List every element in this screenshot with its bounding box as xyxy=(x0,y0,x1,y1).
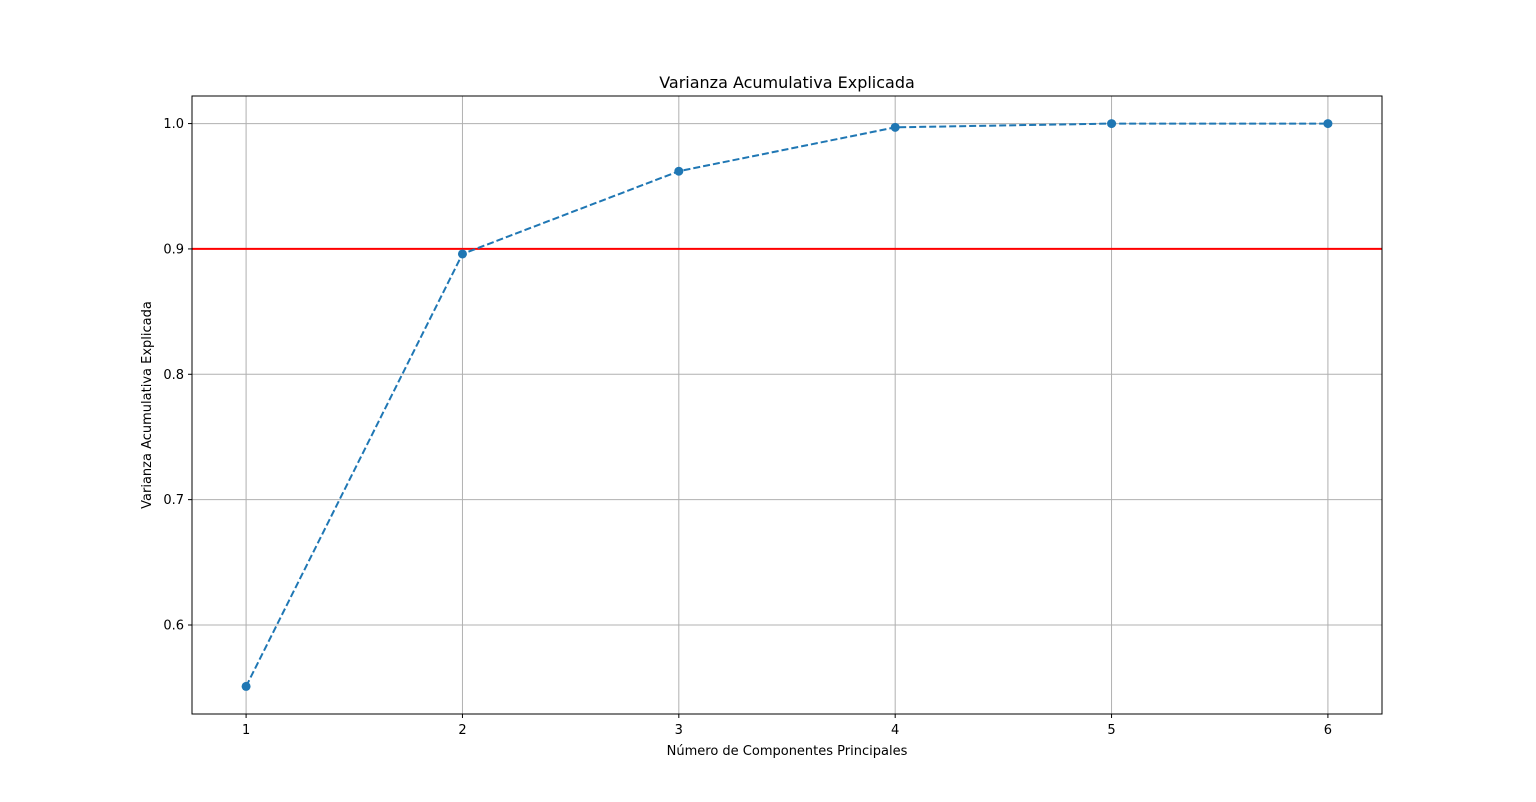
x-tick-label: 2 xyxy=(458,723,466,738)
x-tick-label: 5 xyxy=(1107,723,1115,738)
series-layer xyxy=(241,119,1333,691)
x-tick-label: 3 xyxy=(675,723,683,738)
series-line xyxy=(245,122,1328,687)
y-tick-label: 0.6 xyxy=(163,618,184,633)
data-point xyxy=(674,166,684,176)
y-axis-ticks: 0.6 0.7 0.8 0.9 1.0 xyxy=(163,117,192,633)
data-point xyxy=(1323,119,1333,129)
x-axis-ticks: 1 2 3 4 5 6 xyxy=(242,714,1332,738)
chart-title: Varianza Acumulativa Explicada xyxy=(659,73,915,92)
x-tick-label: 1 xyxy=(242,723,250,738)
x-tick-label: 6 xyxy=(1324,723,1332,738)
y-tick-label: 0.7 xyxy=(163,493,184,508)
y-tick-label: 1.0 xyxy=(163,117,184,132)
y-tick-label: 0.8 xyxy=(163,368,184,383)
data-point xyxy=(1107,119,1117,129)
data-point xyxy=(457,249,467,259)
data-point xyxy=(890,122,900,132)
x-tick-label: 4 xyxy=(891,723,899,738)
data-point xyxy=(241,681,251,691)
x-axis-label: Número de Componentes Principales xyxy=(667,744,908,759)
plot-frame xyxy=(191,95,1383,715)
y-tick-label: 0.9 xyxy=(163,242,184,257)
y-axis-label: Varianza Acumulativa Explicada xyxy=(140,301,155,509)
